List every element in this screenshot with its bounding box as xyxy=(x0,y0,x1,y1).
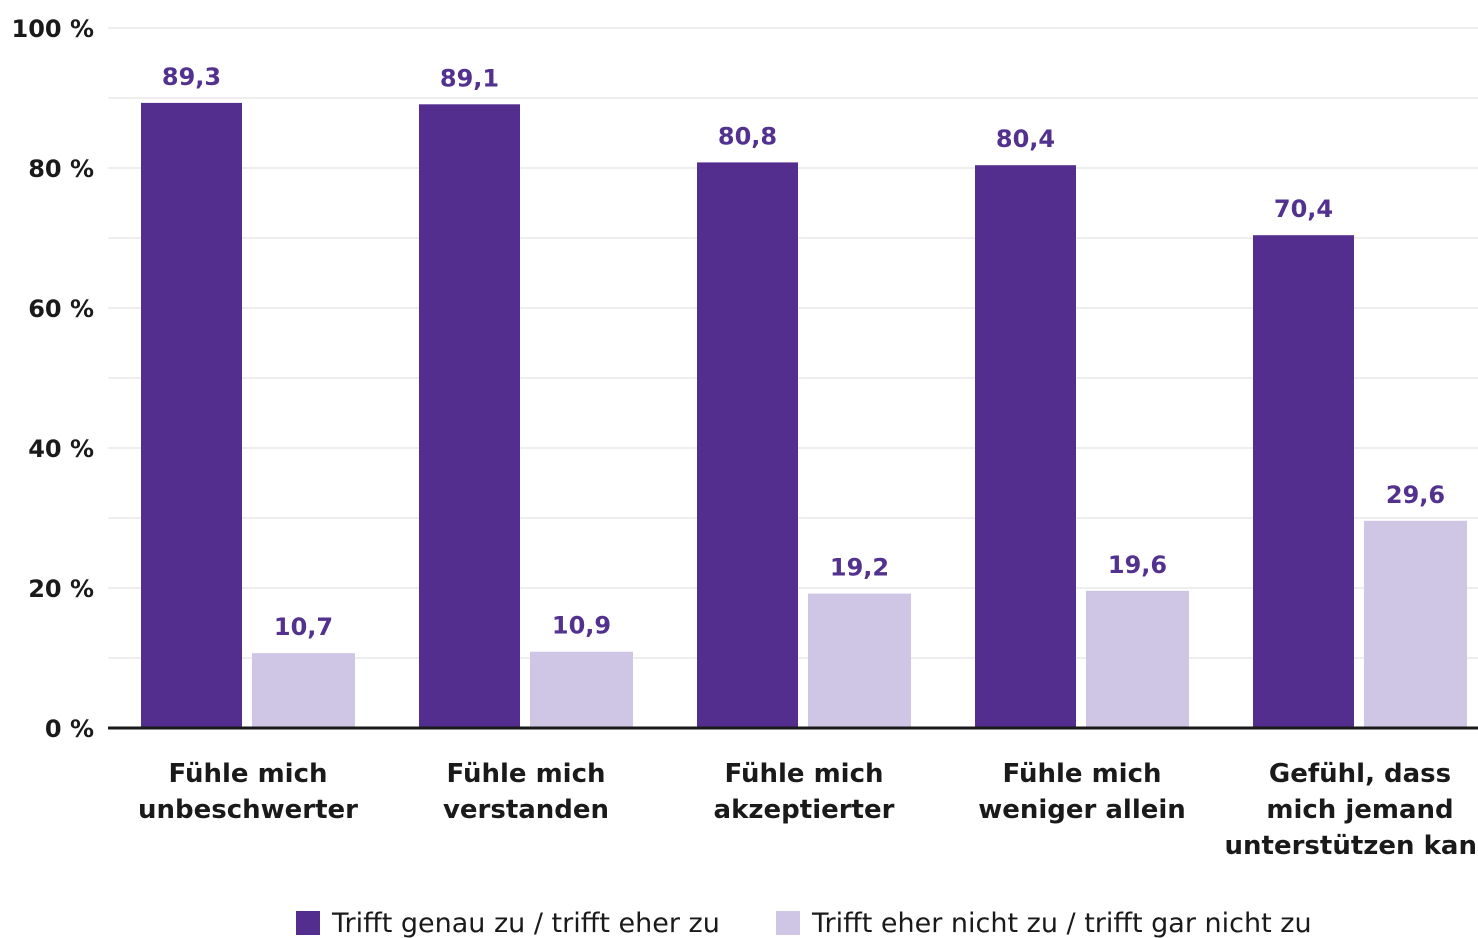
value-labels: 89,3 10,7 89,1 10,9 80,8 19,2 80,4 19,6 70,4 29,6 xyxy=(162,63,1445,641)
x-category-label-line: unbeschwerter xyxy=(138,795,358,825)
legend-swatch xyxy=(776,911,800,935)
legend-label: Trifft eher nicht zu / trifft gar nicht … xyxy=(811,908,1312,938)
x-category-label-line: akzeptierter xyxy=(714,795,895,825)
x-category-label-line: Gefühl, dass xyxy=(1269,759,1451,789)
value-label: 80,8 xyxy=(718,122,777,150)
x-category-label-line: unterstützen kann xyxy=(1225,831,1478,861)
legend: Trifft genau zu / trifft eher zu Trifft e… xyxy=(296,908,1312,938)
x-category-label: Fühle mich akzeptierter xyxy=(714,759,895,825)
bars xyxy=(141,102,1467,729)
value-label: 89,1 xyxy=(440,64,499,92)
bar-disagree xyxy=(1086,590,1189,728)
x-category-label: Fühle mich unbeschwerter xyxy=(138,759,358,825)
x-category-label-line: Fühle mich xyxy=(168,759,327,789)
legend-swatch xyxy=(296,911,320,935)
value-label: 19,6 xyxy=(1108,551,1167,579)
y-tick-label: 0 % xyxy=(45,715,94,743)
y-tick-label: 80 % xyxy=(28,155,94,183)
x-category-label: Fühle mich verstanden xyxy=(443,759,609,825)
bar-agree xyxy=(419,104,520,729)
bar-disagree xyxy=(808,593,911,728)
bar-agree xyxy=(1253,235,1354,728)
bar-disagree xyxy=(252,653,355,728)
value-label: 19,2 xyxy=(830,554,889,582)
value-label: 89,3 xyxy=(162,63,221,91)
y-axis-ticks: 0 % 20 % 40 % 60 % 80 % 100 % xyxy=(12,15,95,743)
value-label: 70,4 xyxy=(1274,195,1333,223)
y-tick-label: 20 % xyxy=(28,575,94,603)
x-category-label-line: Fühle mich xyxy=(724,759,883,789)
x-axis-labels: Fühle mich unbeschwerter Fühle mich verstan… xyxy=(138,759,1478,861)
x-category-label-line: mich jemand xyxy=(1266,795,1453,825)
x-category-label-line: Fühle mich xyxy=(1002,759,1161,789)
x-category-label-line: weniger allein xyxy=(978,795,1186,825)
bar-agree xyxy=(697,162,798,728)
bar-disagree xyxy=(1364,520,1467,728)
y-tick-label: 40 % xyxy=(28,435,94,463)
bar-disagree xyxy=(530,651,633,728)
bar-agree xyxy=(975,165,1076,728)
legend-label: Trifft genau zu / trifft eher zu xyxy=(331,908,720,938)
y-tick-label: 60 % xyxy=(28,295,94,323)
value-label: 80,4 xyxy=(996,125,1055,153)
y-tick-label: 100 % xyxy=(12,15,95,43)
x-category-label-line: Fühle mich xyxy=(446,759,605,789)
x-category-label: Fühle mich weniger allein xyxy=(978,759,1186,825)
bar-agree xyxy=(141,102,242,728)
x-category-label-line: verstanden xyxy=(443,795,609,825)
x-category-label: Gefühl, dass mich jemand unterstützen kann xyxy=(1225,759,1478,861)
value-label: 10,7 xyxy=(274,613,333,641)
value-label: 29,6 xyxy=(1386,481,1445,509)
value-label: 10,9 xyxy=(552,612,611,640)
